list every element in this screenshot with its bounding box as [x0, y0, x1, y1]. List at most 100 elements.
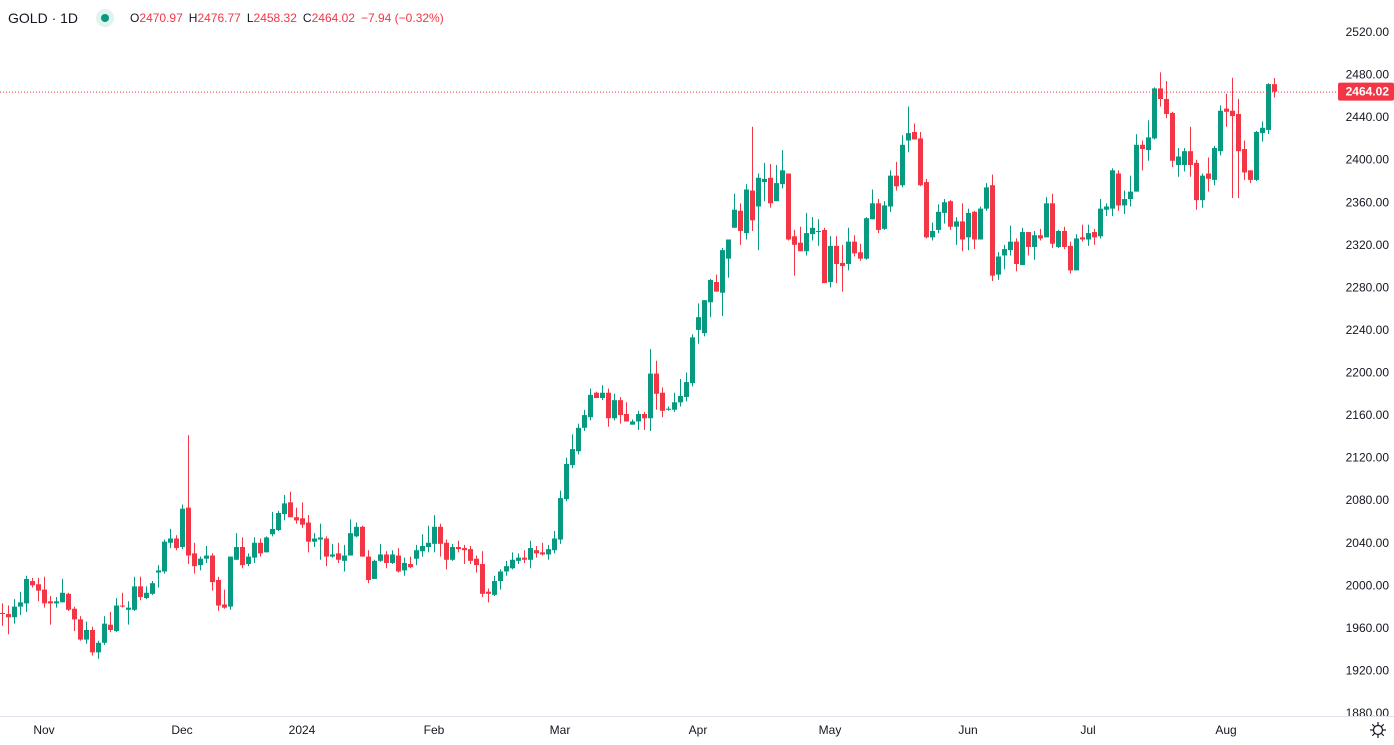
- last-price-text: 2464.02: [1346, 85, 1390, 99]
- candle-body: [1068, 245, 1073, 271]
- candle-up: [390, 550, 395, 565]
- candle-body: [918, 138, 923, 186]
- candle-down: [444, 539, 449, 570]
- candle-down: [834, 236, 839, 284]
- candle-body: [1260, 127, 1265, 134]
- candle-down: [480, 551, 485, 598]
- candle-body: [216, 579, 221, 606]
- candle-up: [552, 531, 557, 554]
- candle-body: [1008, 241, 1013, 251]
- candle-down: [606, 388, 611, 427]
- candle-body: [750, 190, 755, 221]
- candle-up: [498, 569, 503, 590]
- candle-body: [42, 589, 47, 604]
- candle-body: [600, 392, 605, 399]
- candle-body: [882, 205, 887, 229]
- candle-body: [1158, 88, 1163, 100]
- candle-up: [804, 212, 809, 256]
- candle-body: [36, 584, 41, 591]
- candle-body: [948, 201, 953, 227]
- market-status-icon[interactable]: [96, 9, 115, 27]
- candle-body: [930, 230, 935, 238]
- candle-up: [630, 419, 635, 425]
- candle-body: [942, 202, 947, 213]
- candle-body: [186, 507, 191, 556]
- candle-body: [822, 229, 827, 284]
- candle-up: [720, 248, 725, 317]
- price-tick-label: 2240.00: [1346, 323, 1390, 337]
- candle-body: [1248, 170, 1253, 180]
- price-axis[interactable]: 2520.00 2480.00 2440.00 2400.00 2360.00 2320.…: [1346, 25, 1390, 720]
- candle-body: [546, 549, 551, 555]
- candle-body: [900, 144, 905, 186]
- candle-body: [558, 498, 563, 540]
- gear-icon[interactable]: [1368, 720, 1388, 740]
- candle-body: [1266, 84, 1271, 130]
- candle-body: [414, 550, 419, 559]
- candle-up: [510, 552, 515, 570]
- price-tick-label: 2120.00: [1346, 451, 1390, 465]
- candle-body: [1152, 88, 1157, 139]
- candle-body: [1122, 199, 1127, 206]
- candle-body: [720, 250, 725, 293]
- candle-down: [1092, 228, 1097, 245]
- change-value: −7.94 (−0.32%): [360, 11, 444, 25]
- symbol-title[interactable]: GOLD · 1D: [8, 10, 78, 26]
- candle-body: [228, 556, 233, 607]
- candle-up: [576, 423, 581, 455]
- candle-body: [1110, 170, 1115, 209]
- candle-body: [204, 555, 209, 559]
- candle-up: [234, 533, 239, 560]
- time-tick-label: Jul: [1080, 723, 1095, 737]
- candle-down: [840, 244, 845, 292]
- candle-up: [900, 135, 905, 188]
- candle-down: [822, 227, 827, 284]
- candle-up: [414, 544, 419, 566]
- candle-down: [462, 544, 467, 565]
- candle-body: [348, 533, 353, 556]
- candle-down: [78, 616, 83, 641]
- candle-body: [198, 558, 203, 566]
- candle-down: [90, 626, 95, 656]
- candle-up: [1134, 134, 1139, 192]
- candle-body: [1038, 235, 1043, 239]
- candle-down: [36, 577, 41, 602]
- candle-up: [678, 378, 683, 407]
- candle-body: [1206, 173, 1211, 179]
- candle-up: [1122, 190, 1127, 214]
- last-price-label: 2464.02: [1338, 82, 1394, 101]
- candle-body: [444, 542, 449, 560]
- candle-body: [1086, 233, 1091, 240]
- candle-body: [804, 233, 809, 252]
- candle-body: [1116, 173, 1121, 206]
- candle-body: [384, 554, 389, 563]
- time-tick-label: May: [819, 723, 842, 737]
- candle-body: [144, 592, 149, 599]
- time-tick-label: Nov: [33, 723, 54, 737]
- candle-body: [102, 623, 107, 643]
- candle-body: [714, 282, 719, 292]
- time-tick-label: 2024: [289, 723, 316, 737]
- candle-body: [78, 619, 83, 640]
- candle-body: [192, 553, 197, 567]
- candle-up: [198, 556, 203, 571]
- candle-body: [1014, 241, 1019, 264]
- candle-body: [816, 230, 821, 233]
- candle-down: [1170, 111, 1175, 168]
- candle-body: [852, 241, 857, 254]
- candle-body: [588, 394, 593, 418]
- candle-body: [114, 605, 119, 632]
- time-axis[interactable]: Nov Dec 2024 Feb Mar Apr May Jun Jul Aug: [33, 723, 1236, 737]
- candle-body: [1236, 113, 1241, 152]
- candle-body: [552, 538, 557, 551]
- price-tick-label: 2520.00: [1346, 25, 1390, 39]
- candle-body: [1074, 238, 1079, 271]
- candle-down: [6, 605, 11, 635]
- candle-body: [564, 464, 569, 500]
- candle-body: [1062, 230, 1067, 247]
- candle-body: [666, 408, 671, 410]
- candle-body: [312, 538, 317, 542]
- candle-up: [432, 515, 437, 553]
- candle-down: [918, 132, 923, 187]
